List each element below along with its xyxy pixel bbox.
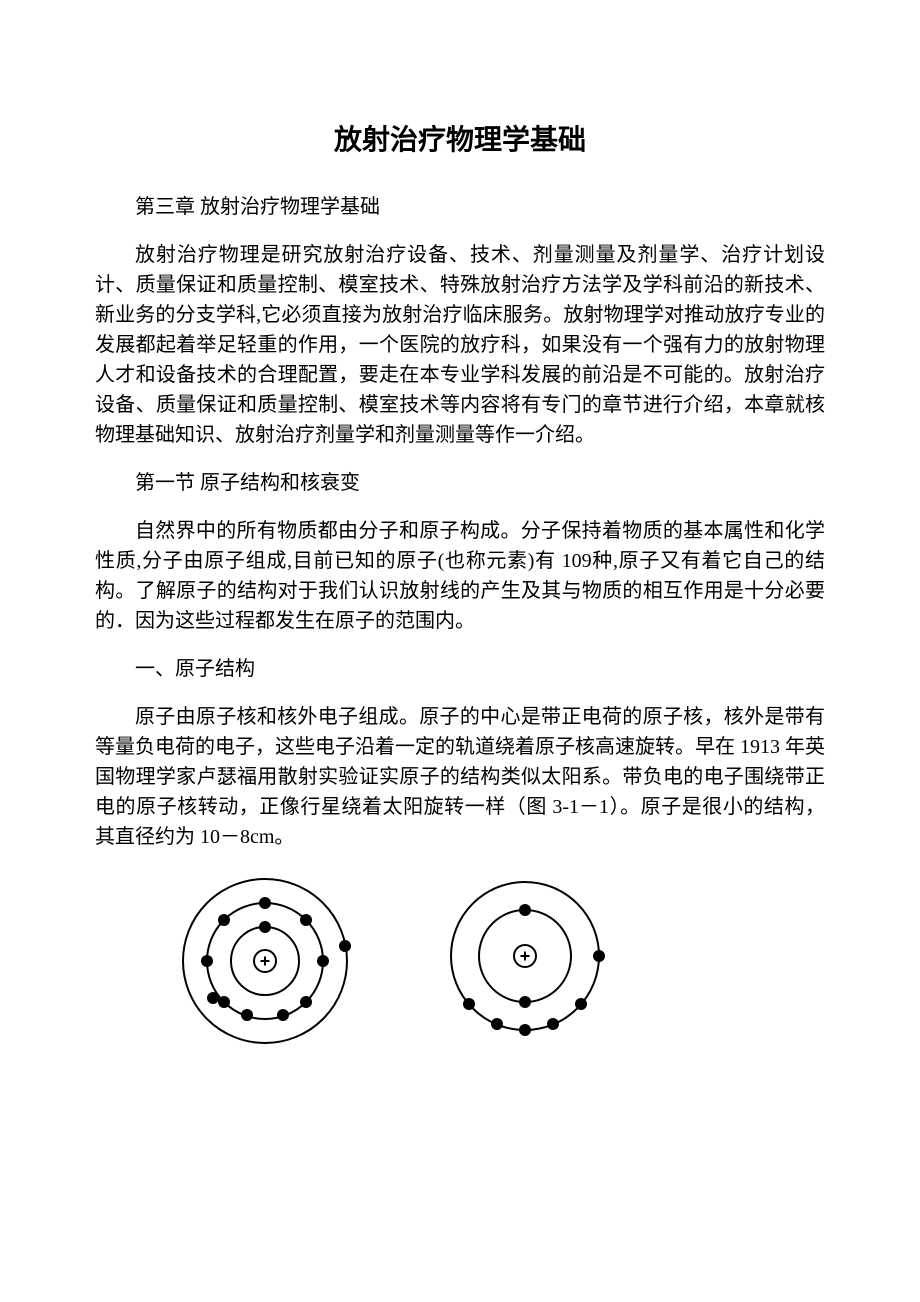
intro-paragraph: 放射治疗物理是研究放射治疗设备、技术、剂量测量及剂量学、治疗计划设计、质量保证和… bbox=[95, 240, 825, 450]
atom-diagram-1 bbox=[165, 876, 365, 1054]
atom-model-2-svg bbox=[435, 876, 615, 1036]
atom-diagram-2 bbox=[435, 876, 615, 1054]
atom-diagram-container bbox=[95, 876, 825, 1054]
section-1-heading: 第一节 原子结构和核衰变 bbox=[95, 468, 825, 498]
section-1-paragraph-1: 自然界中的所有物质都由分子和原子构成。分子保持着物质的基本属性和化学性质,分子由… bbox=[95, 516, 825, 636]
page-title: 放射治疗物理学基础 bbox=[95, 120, 825, 162]
chapter-heading: 第三章 放射治疗物理学基础 bbox=[95, 192, 825, 222]
subsection-1-heading: 一、原子结构 bbox=[95, 654, 825, 684]
atom-model-1-svg bbox=[165, 876, 365, 1046]
subsection-1-paragraph-1: 原子由原子核和核外电子组成。原子的中心是带正电荷的原子核，核外是带有等量负电荷的… bbox=[95, 702, 825, 852]
